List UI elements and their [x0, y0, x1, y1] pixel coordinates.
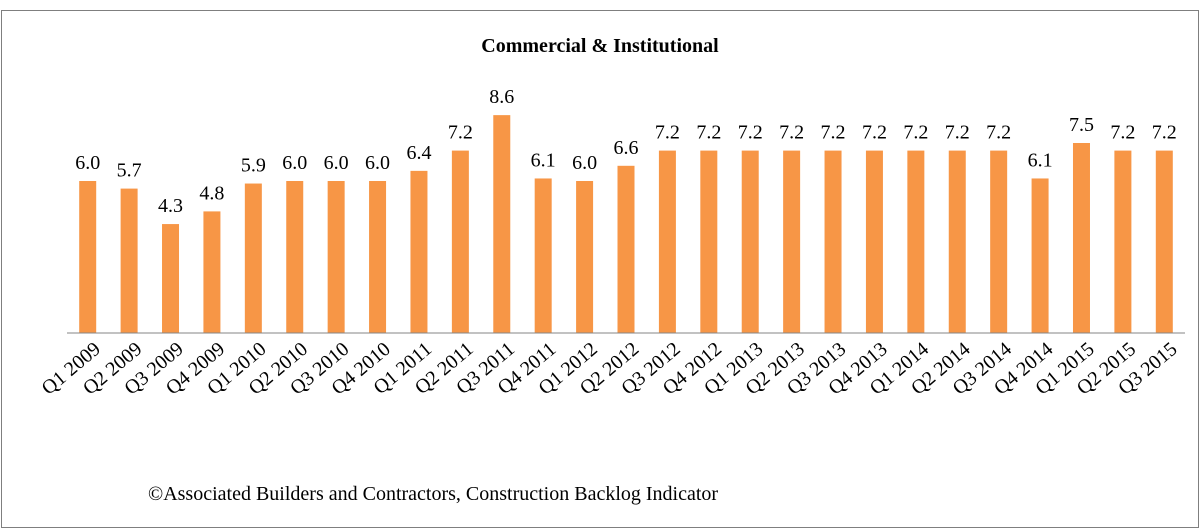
value-label: 6.0	[75, 152, 100, 174]
bar	[617, 165, 635, 333]
value-label: 7.2	[696, 122, 721, 144]
value-label: 8.6	[489, 86, 514, 108]
value-label: 6.4	[406, 142, 431, 164]
value-label: 7.2	[448, 122, 473, 144]
bar	[783, 150, 801, 333]
bar	[1072, 143, 1090, 333]
value-label: 6.1	[531, 149, 556, 171]
value-label: 7.2	[655, 122, 680, 144]
bar	[1031, 178, 1049, 333]
chart-title: Commercial & Institutional	[481, 35, 719, 57]
value-label: 7.2	[862, 122, 887, 144]
bar	[286, 181, 304, 333]
bar	[824, 150, 842, 333]
bar	[948, 150, 966, 333]
value-label: 7.2	[821, 122, 846, 144]
value-label: 6.0	[572, 152, 597, 174]
bar	[865, 150, 883, 333]
value-label: 7.2	[1110, 122, 1135, 144]
value-label: 7.5	[1069, 114, 1094, 136]
bar	[203, 211, 221, 333]
bar	[1155, 150, 1173, 333]
bar	[1114, 150, 1132, 333]
bar	[79, 181, 97, 333]
value-label: 6.6	[614, 137, 639, 159]
bar	[700, 150, 718, 333]
bar	[369, 181, 387, 333]
value-label: 6.0	[282, 152, 307, 174]
bar	[120, 188, 138, 333]
bar	[576, 181, 594, 333]
value-label: 7.2	[986, 122, 1011, 144]
value-label: 6.0	[324, 152, 349, 174]
bar	[990, 150, 1008, 333]
value-label: 6.1	[1028, 149, 1053, 171]
bar	[327, 181, 345, 333]
value-label: 7.2	[903, 122, 928, 144]
bar	[907, 150, 925, 333]
source-note: ©Associated Builders and Contractors, Co…	[148, 483, 718, 505]
bar	[451, 150, 469, 333]
bar	[741, 150, 759, 333]
value-label: 6.0	[365, 152, 390, 174]
bar	[493, 115, 511, 333]
value-label: 5.7	[117, 160, 142, 182]
value-label: 7.2	[779, 122, 804, 144]
bar	[162, 224, 180, 333]
value-label: 7.2	[738, 122, 763, 144]
value-label: 4.8	[199, 182, 224, 204]
bar	[534, 178, 552, 333]
value-label: 7.2	[1152, 122, 1177, 144]
value-label: 5.9	[241, 155, 266, 177]
value-label: 7.2	[945, 122, 970, 144]
value-label: 4.3	[158, 195, 183, 217]
chart-border	[1, 10, 1199, 528]
bar	[658, 150, 676, 333]
bar	[244, 183, 262, 333]
bar	[410, 170, 428, 333]
